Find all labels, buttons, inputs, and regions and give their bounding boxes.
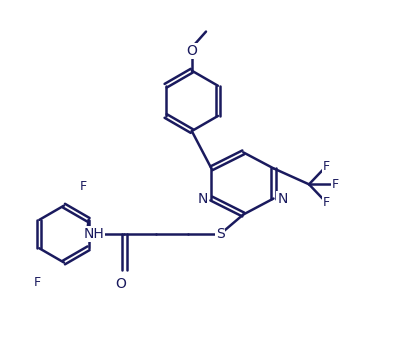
Text: N: N — [197, 192, 208, 205]
Text: NH: NH — [84, 227, 105, 241]
Text: F: F — [323, 160, 330, 173]
Text: F: F — [34, 276, 41, 289]
Text: F: F — [332, 178, 339, 191]
Text: O: O — [115, 277, 126, 291]
Text: O: O — [186, 44, 197, 58]
Text: F: F — [80, 180, 87, 193]
Text: F: F — [323, 195, 330, 209]
Text: N: N — [277, 192, 288, 205]
Text: S: S — [216, 227, 225, 241]
